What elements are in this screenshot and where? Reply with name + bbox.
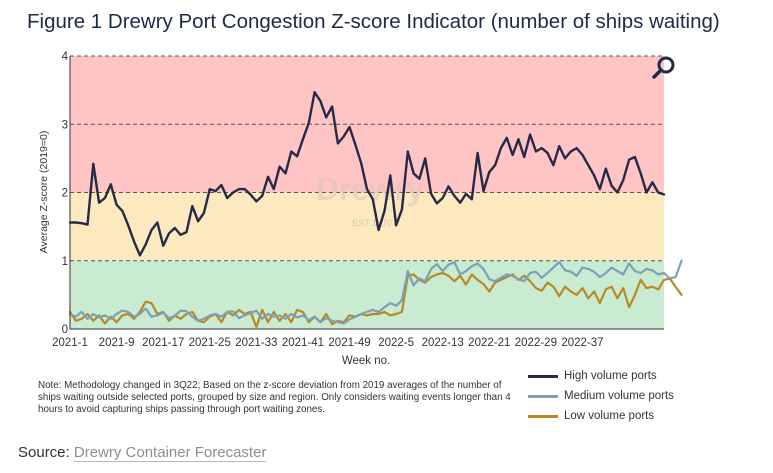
axes <box>69 56 664 330</box>
zone-bands <box>70 56 664 329</box>
x-tick-labels: 2021-1 2021-9 2021-17 2021-25 2021-33 2021-41… <box>52 337 603 349</box>
x-tick-label: 2022-5 <box>378 337 414 349</box>
legend-swatch-medium <box>528 394 558 398</box>
x-axis-label: Week no. <box>342 355 390 367</box>
search-icon <box>652 56 675 79</box>
methodology-note: Note: Methodology changed in 3Q22; Based… <box>38 380 511 415</box>
x-tick-label: 2022-13 <box>422 337 464 349</box>
watermark-est: EST 1970 <box>352 218 392 228</box>
legend-item-low: Low volume ports <box>528 406 674 426</box>
legend-label-high: High volume ports <box>564 370 657 382</box>
x-tick-label: 2021-1 <box>52 337 88 349</box>
legend: High volume ports Medium volume ports Lo… <box>528 366 674 426</box>
x-tick-label: 2021-49 <box>328 337 370 349</box>
legend-label-medium: Medium volume ports <box>564 390 674 402</box>
source-label: Source: <box>18 444 70 461</box>
legend-item-high: High volume ports <box>528 366 674 386</box>
zoom-button[interactable] <box>648 52 680 84</box>
y-tick-label: 3 <box>62 119 68 131</box>
grid-lines <box>70 55 664 262</box>
legend-swatch-low <box>528 414 558 418</box>
x-tick-label: 2021-17 <box>142 337 184 349</box>
legend-swatch-high <box>528 374 558 378</box>
source-link[interactable]: Drewry Container Forecaster <box>73 444 267 462</box>
x-tick-label: 2021-25 <box>189 337 231 349</box>
series-lines <box>68 91 683 329</box>
series-line-medium <box>68 259 683 325</box>
y-tick-label: 0 <box>62 324 68 336</box>
y-tick-label: 2 <box>62 188 68 200</box>
x-tick-label: 2022-21 <box>468 337 510 349</box>
y-tick-label: 1 <box>62 256 68 268</box>
legend-label-low: Low volume ports <box>564 410 655 422</box>
watermark-brand: Drewry <box>316 171 425 207</box>
series-line-high <box>68 91 666 257</box>
y-tick-label: 4 <box>62 51 69 63</box>
y-axis-label: Average Z-score (2019=0) <box>38 131 50 254</box>
chart-title: Figure 1 Drewry Port Congestion Z-score … <box>27 10 720 33</box>
x-tick-label: 2022-29 <box>515 337 557 349</box>
x-tick-label: 2021-33 <box>235 337 277 349</box>
legend-item-medium: Medium volume ports <box>528 386 674 406</box>
x-tick-label: 2021-41 <box>282 337 324 349</box>
x-tick-label: 2022-37 <box>561 337 603 349</box>
y-tick-labels: 0 1 2 3 4 <box>62 51 69 336</box>
zone-band-yellow <box>70 192 664 261</box>
source-line: Source: Drewry Container Forecaster <box>18 444 267 462</box>
x-tick-label: 2021-9 <box>99 337 135 349</box>
